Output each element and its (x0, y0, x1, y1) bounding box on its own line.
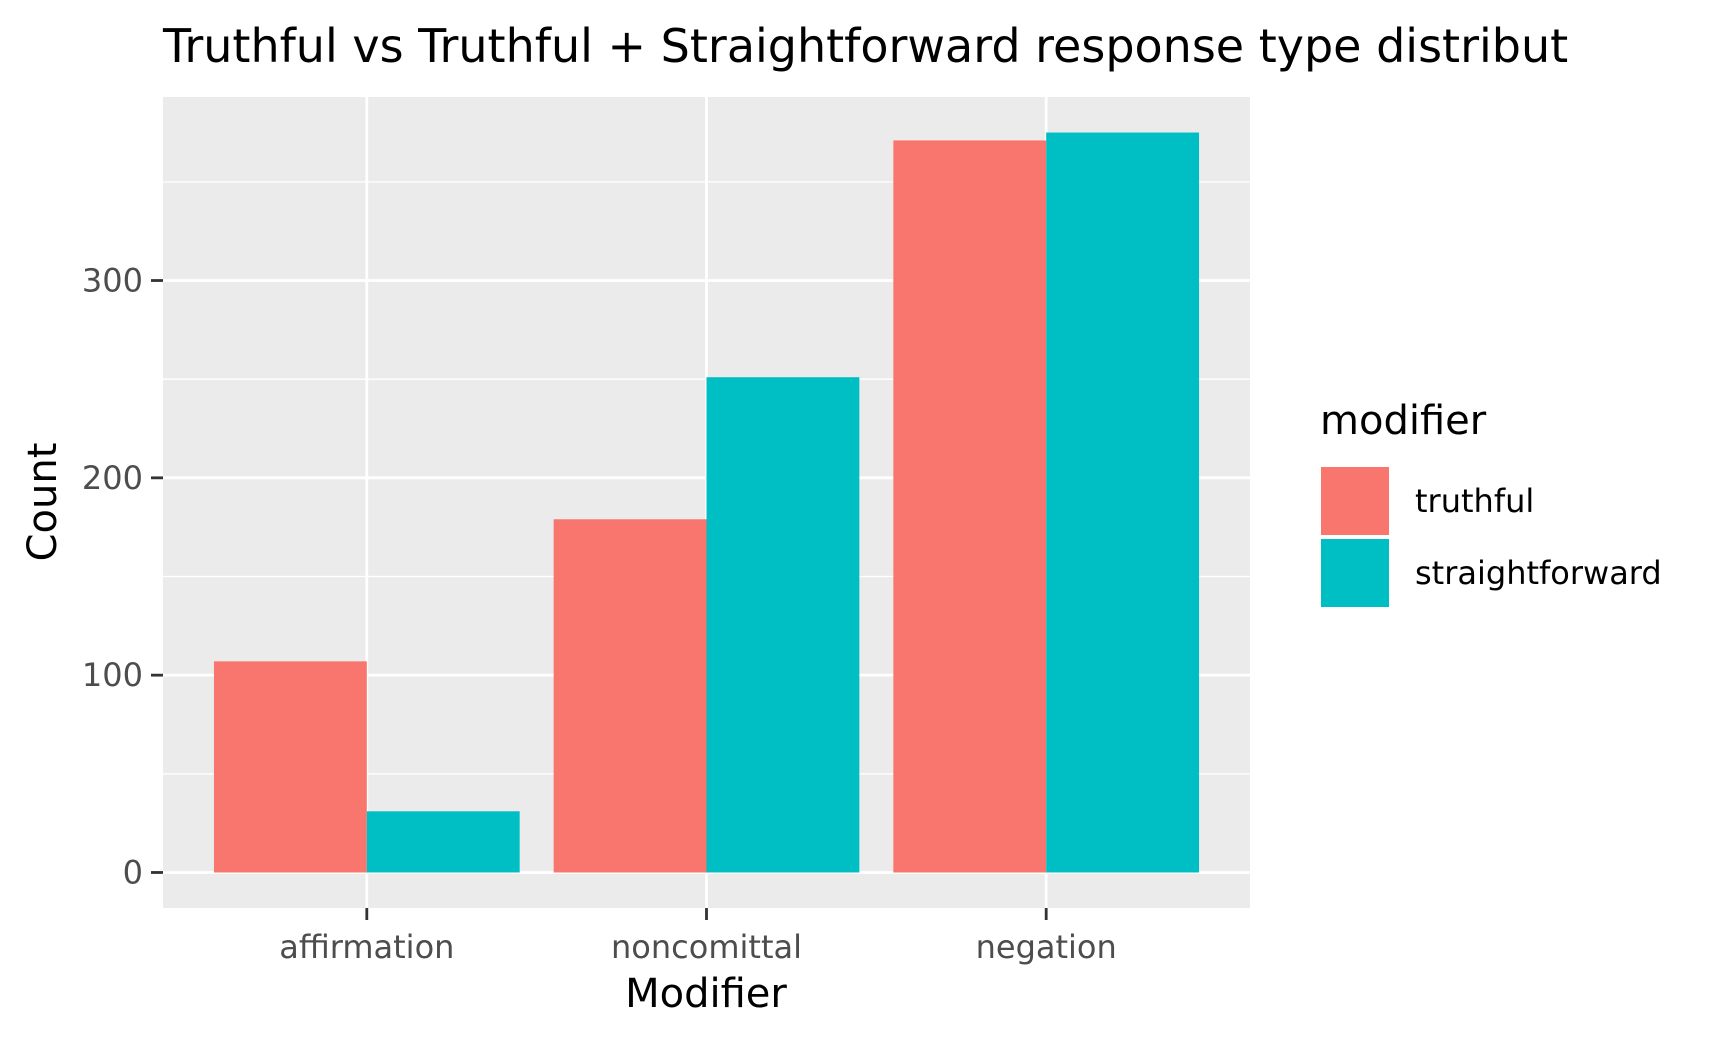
legend: modifier truthful straightforward (1319, 398, 1662, 609)
y-axis-title: Count (20, 443, 66, 562)
bar-truthful-negation (893, 140, 1047, 873)
bars (213, 132, 1200, 873)
bar-truthful-noncomittal (553, 519, 707, 873)
x-tick-label: noncomittal (611, 928, 802, 966)
x-axis: affirmation noncomittal negation (279, 908, 1117, 966)
bar-straightforward-affirmation (366, 811, 520, 873)
bar-truthful-affirmation (213, 661, 367, 873)
bar-straightforward-negation (1046, 132, 1200, 873)
x-tick-label: affirmation (279, 928, 454, 966)
y-tick-label: 0 (123, 853, 143, 891)
bar-straightforward-noncomittal (706, 377, 860, 873)
y-axis: 0 100 200 300 (82, 262, 163, 891)
chart-title: Truthful vs Truthful + Straightforward r… (162, 19, 1568, 73)
y-tick-label: 200 (82, 459, 143, 497)
legend-title: modifier (1320, 398, 1487, 444)
legend-key-straightforward (1319, 537, 1391, 609)
legend-key-truthful (1319, 465, 1391, 537)
legend-label-straightforward: straightforward (1415, 554, 1662, 592)
x-axis-title: Modifier (625, 971, 787, 1017)
y-tick-label: 300 (82, 262, 143, 300)
legend-label-truthful: truthful (1415, 482, 1534, 520)
legend-items: truthful straightforward (1319, 465, 1662, 609)
x-tick-label: negation (976, 928, 1117, 966)
y-tick-label: 100 (82, 656, 143, 694)
